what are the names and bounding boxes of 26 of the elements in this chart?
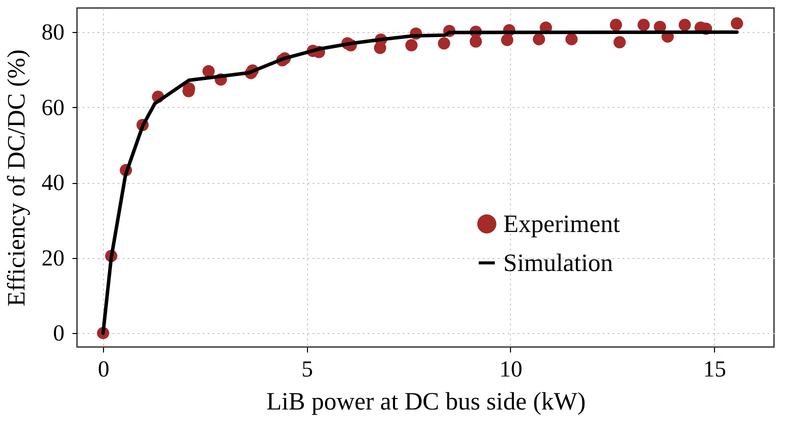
x-tick-label: 15 — [703, 356, 726, 382]
point — [638, 18, 650, 32]
y-tick-label: 0 — [53, 320, 64, 346]
point — [532, 33, 546, 46]
point — [405, 39, 418, 52]
x-tick-label: 5 — [302, 356, 314, 382]
y-tick-label: 60 — [42, 94, 64, 120]
point — [501, 34, 514, 46]
x-tick-label: 0 — [98, 356, 110, 382]
x-axis-title: LiB power at DC bus side (kW) — [266, 388, 586, 416]
y-tick-label: 40 — [42, 170, 64, 196]
point — [613, 36, 626, 48]
point — [610, 18, 622, 32]
y-axis-title: Efficiency of DC/DC (%) — [4, 49, 30, 307]
y-tick-label: 20 — [42, 245, 64, 270]
y-tick-label: 80 — [42, 20, 64, 45]
point — [438, 37, 450, 50]
point — [730, 17, 744, 30]
point — [565, 33, 578, 46]
point — [374, 42, 386, 54]
legend-label: Experiment — [503, 210, 620, 238]
point — [678, 18, 691, 32]
x-tick-label: 10 — [499, 356, 522, 382]
point — [202, 65, 215, 78]
point — [470, 35, 482, 48]
legend-label: Simulation — [503, 250, 614, 277]
